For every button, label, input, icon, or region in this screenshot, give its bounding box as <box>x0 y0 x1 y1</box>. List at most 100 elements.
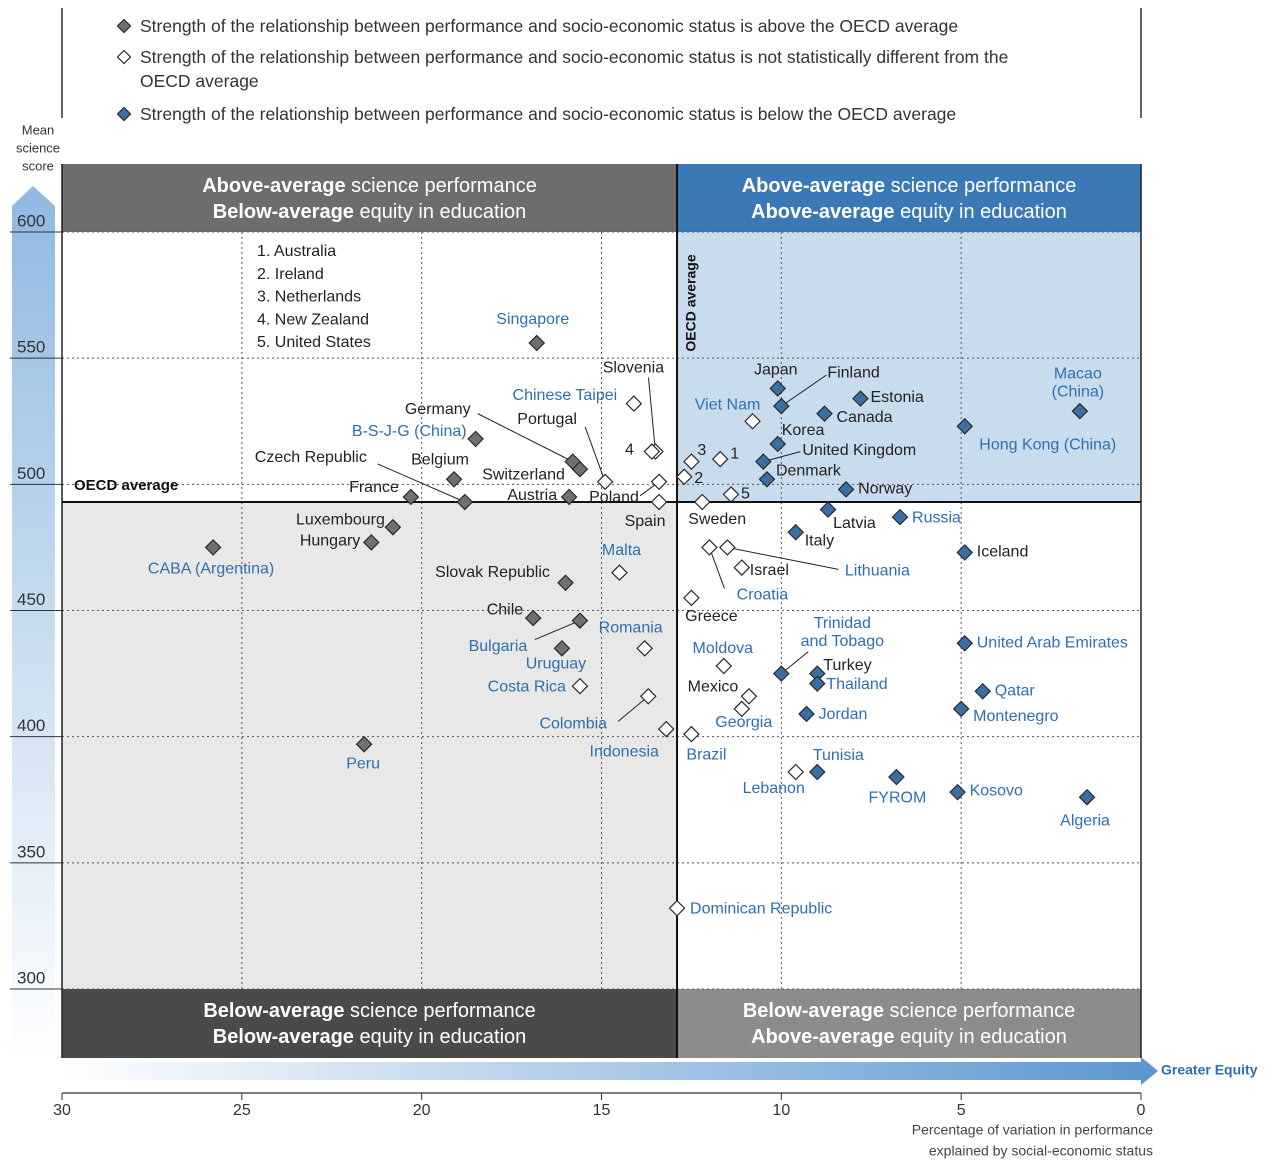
point <box>384 518 402 536</box>
quadrant-banner <box>62 989 678 1058</box>
key-item: 5. United States <box>257 334 371 351</box>
key-item: 2. Ireland <box>257 266 324 283</box>
point-label: Lithuania <box>845 563 910 580</box>
point <box>949 783 966 801</box>
leader-line <box>377 463 466 503</box>
x-tick-label: 0 <box>1137 1102 1146 1119</box>
point <box>524 609 542 627</box>
legend-entry: Strength of the relationship between per… <box>116 102 1056 126</box>
point <box>560 488 578 506</box>
point <box>733 700 751 718</box>
point <box>355 735 373 753</box>
point-label: Greece <box>685 608 738 625</box>
oecd-average-label: OECD average <box>74 477 178 494</box>
point <box>722 486 740 503</box>
point-label: 3 <box>697 442 706 459</box>
point-label: Moldova <box>693 640 754 657</box>
point <box>819 501 837 518</box>
point-label: Singapore <box>496 311 569 328</box>
key-item: 1. Australia <box>257 243 336 260</box>
point-label: Malta <box>602 542 641 559</box>
point-label: Trinidad <box>814 615 871 632</box>
banner-text-part: equity in education <box>895 201 1067 223</box>
point <box>657 720 675 738</box>
point <box>808 763 826 781</box>
banner-text-part: Above-average <box>751 201 894 223</box>
legend-marker <box>116 49 132 65</box>
point-label: Indonesia <box>590 743 659 760</box>
point <box>952 700 970 718</box>
banner-text-part: Above-average <box>742 175 885 197</box>
point <box>650 493 668 511</box>
point-label: Latvia <box>833 515 876 532</box>
point <box>683 725 700 743</box>
point <box>956 634 974 652</box>
point-label: Korea <box>782 422 825 439</box>
point-label: Denmark <box>776 463 842 480</box>
point <box>596 473 614 491</box>
quadrant <box>677 501 1141 989</box>
point-label: Lebanon <box>743 780 805 797</box>
banner-text-part: Above-average <box>751 1026 894 1048</box>
point-label: Belgium <box>411 452 469 469</box>
y-axis-label: Mean <box>22 122 55 137</box>
point <box>683 589 700 607</box>
point-label: Kosovo <box>970 782 1023 799</box>
banner-text-part: Below-average <box>213 201 354 223</box>
point-label: Bulgaria <box>469 638 528 655</box>
leader-line <box>477 413 573 463</box>
y-tick-label: 300 <box>17 968 45 987</box>
quadrant-banner <box>677 164 1141 232</box>
point-label: Slovak Republic <box>435 564 550 581</box>
point <box>693 493 711 511</box>
point-label: Viet Nam <box>695 396 761 413</box>
point-label: and Tobago <box>801 633 884 650</box>
point-label: B-S-J-G (China) <box>352 423 467 440</box>
point-label: Chile <box>487 601 524 618</box>
point-label: Chinese Taipei <box>513 387 618 404</box>
point-label: 2 <box>694 470 703 487</box>
point-label: Algeria <box>1060 812 1110 829</box>
x-tick-label: 20 <box>413 1102 431 1119</box>
y-tick-label: 550 <box>17 338 45 357</box>
banner-text-part: science performance <box>884 1000 1075 1022</box>
point-label: Italy <box>805 532 834 549</box>
point <box>787 523 805 541</box>
point <box>852 390 869 407</box>
point-label: Montenegro <box>973 708 1058 725</box>
banner-text-part: equity in education <box>895 1026 1067 1048</box>
point <box>402 488 420 506</box>
point <box>571 612 589 629</box>
point-label: Sweden <box>688 511 746 528</box>
banner-text: Below-average equity in education <box>213 201 527 223</box>
key-item: 3. Netherlands <box>257 289 361 306</box>
legend-entry: Strength of the relationship between per… <box>116 14 1056 38</box>
point-label: Macao <box>1054 365 1102 382</box>
point-label: Norway <box>858 481 912 498</box>
point <box>557 574 574 592</box>
x-axis-label: Percentage of variation in performance <box>912 1122 1153 1138</box>
x-arrow-label: Greater Equity <box>1161 1062 1258 1078</box>
x-tick-label: 25 <box>233 1102 251 1119</box>
y-arrow <box>12 186 55 1062</box>
point-label: Romania <box>599 620 663 637</box>
point-label: Peru <box>346 755 380 772</box>
point <box>445 470 463 488</box>
point-label: Luxembourg <box>296 511 385 528</box>
point <box>974 682 992 700</box>
leader-line <box>708 547 725 589</box>
point-label: Finland <box>827 364 879 381</box>
point-label: Tunisia <box>813 747 864 764</box>
banner-text-part: Above-average <box>202 175 345 197</box>
point <box>668 899 686 917</box>
point <box>816 405 833 423</box>
point <box>808 675 826 693</box>
point-label: Georgia <box>715 714 772 731</box>
banner-text: Above-average science performance <box>742 175 1077 197</box>
point <box>528 334 546 352</box>
y-axis-label: science <box>16 140 60 155</box>
point <box>798 705 815 723</box>
key-item: 4. New Zealand <box>257 311 369 328</box>
